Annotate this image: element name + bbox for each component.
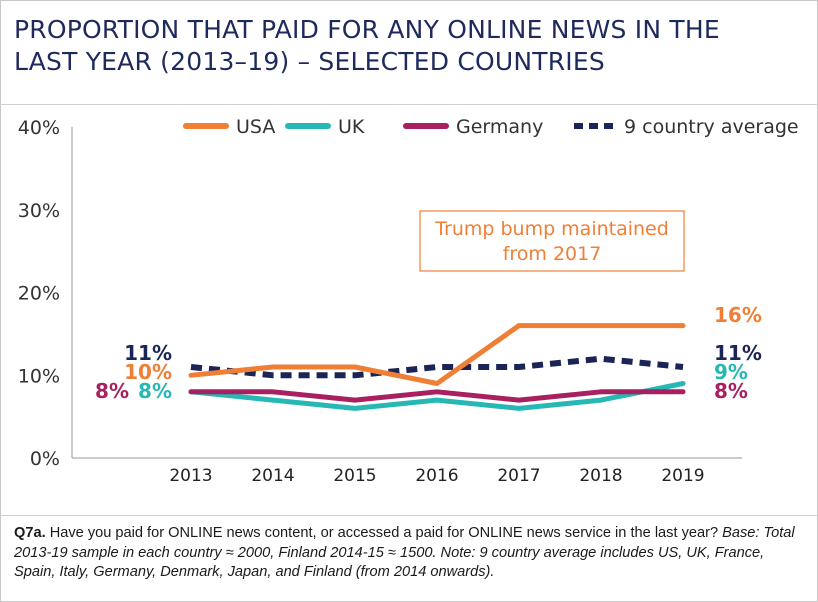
chart-title: PROPORTION THAT PAID FOR ANY ONLINE NEWS… bbox=[14, 14, 774, 78]
x-tick-label: 2016 bbox=[415, 466, 458, 486]
series-value-labels: 11%10%8% 8%16%11%9%8% bbox=[95, 303, 762, 403]
chart-title-line1: PROPORTION THAT PAID FOR ANY ONLINE NEWS… bbox=[14, 15, 720, 44]
chart-legend: USA UK Germany 9 country average bbox=[183, 116, 799, 138]
footnote: Q7a. Have you paid for ONLINE news conte… bbox=[14, 524, 806, 583]
value-label: 16% bbox=[714, 303, 762, 327]
x-tick-label: 2015 bbox=[333, 466, 376, 486]
annotation-text: from 2017 bbox=[503, 243, 602, 265]
x-tick-label: 2019 bbox=[661, 466, 704, 486]
line-chart: 0%10%20%30%40% 2013 2014 2015 2016 2017 2018 2… bbox=[18, 116, 799, 486]
chart-annotation: Trump bump maintained from 2017 bbox=[419, 210, 685, 272]
legend-item: 9 country average bbox=[574, 116, 799, 138]
legend-item: UK bbox=[285, 116, 365, 138]
series-lines bbox=[188, 323, 686, 411]
value-label: 8% bbox=[95, 379, 129, 403]
x-tick-label: 2013 bbox=[169, 466, 212, 486]
title-divider bbox=[0, 104, 818, 105]
value-label: 8% bbox=[714, 379, 748, 403]
y-tick-label: 20% bbox=[18, 283, 60, 305]
legend-item: Germany bbox=[403, 116, 543, 138]
y-tick-label: 10% bbox=[18, 365, 60, 387]
annotation-text: Trump bump maintained bbox=[434, 218, 669, 240]
footer-divider bbox=[0, 515, 818, 516]
y-tick-label: 40% bbox=[18, 117, 60, 139]
value-label: 8% bbox=[138, 379, 172, 403]
series-line bbox=[188, 381, 686, 411]
series-line bbox=[188, 323, 686, 386]
series-line bbox=[190, 355, 684, 379]
legend-label: Germany bbox=[456, 116, 543, 138]
legend-label: 9 country average bbox=[624, 116, 799, 138]
annotation-box bbox=[419, 210, 685, 272]
legend-label: USA bbox=[236, 116, 275, 138]
footnote-question-text: Have you paid for ONLINE news content, o… bbox=[45, 525, 723, 541]
value-label: 11% bbox=[124, 341, 172, 365]
x-axis: 2013 2014 2015 2016 2017 2018 2019 bbox=[72, 457, 742, 486]
legend-item: USA bbox=[183, 116, 275, 138]
chart-title-line2: LAST YEAR (2013–19) – SELECTED COUNTRIES bbox=[14, 47, 605, 76]
y-tick-label: 0% bbox=[30, 448, 60, 470]
x-tick-label: 2017 bbox=[497, 466, 540, 486]
value-label: 9% bbox=[714, 360, 748, 384]
footnote-question-label: Q7a. bbox=[14, 525, 46, 541]
y-tick-label: 30% bbox=[18, 200, 60, 222]
x-tick-label: 2018 bbox=[579, 466, 622, 486]
x-tick-label: 2014 bbox=[251, 466, 294, 486]
y-axis: 0% 10% 20% 30% 40% bbox=[18, 117, 73, 470]
footnote-base-text: Base: Total 2013-19 sample in each count… bbox=[14, 525, 795, 580]
series-line bbox=[188, 389, 686, 403]
legend-label: UK bbox=[338, 116, 365, 138]
value-label: 10% bbox=[124, 360, 172, 384]
value-label: 11% bbox=[714, 341, 762, 365]
